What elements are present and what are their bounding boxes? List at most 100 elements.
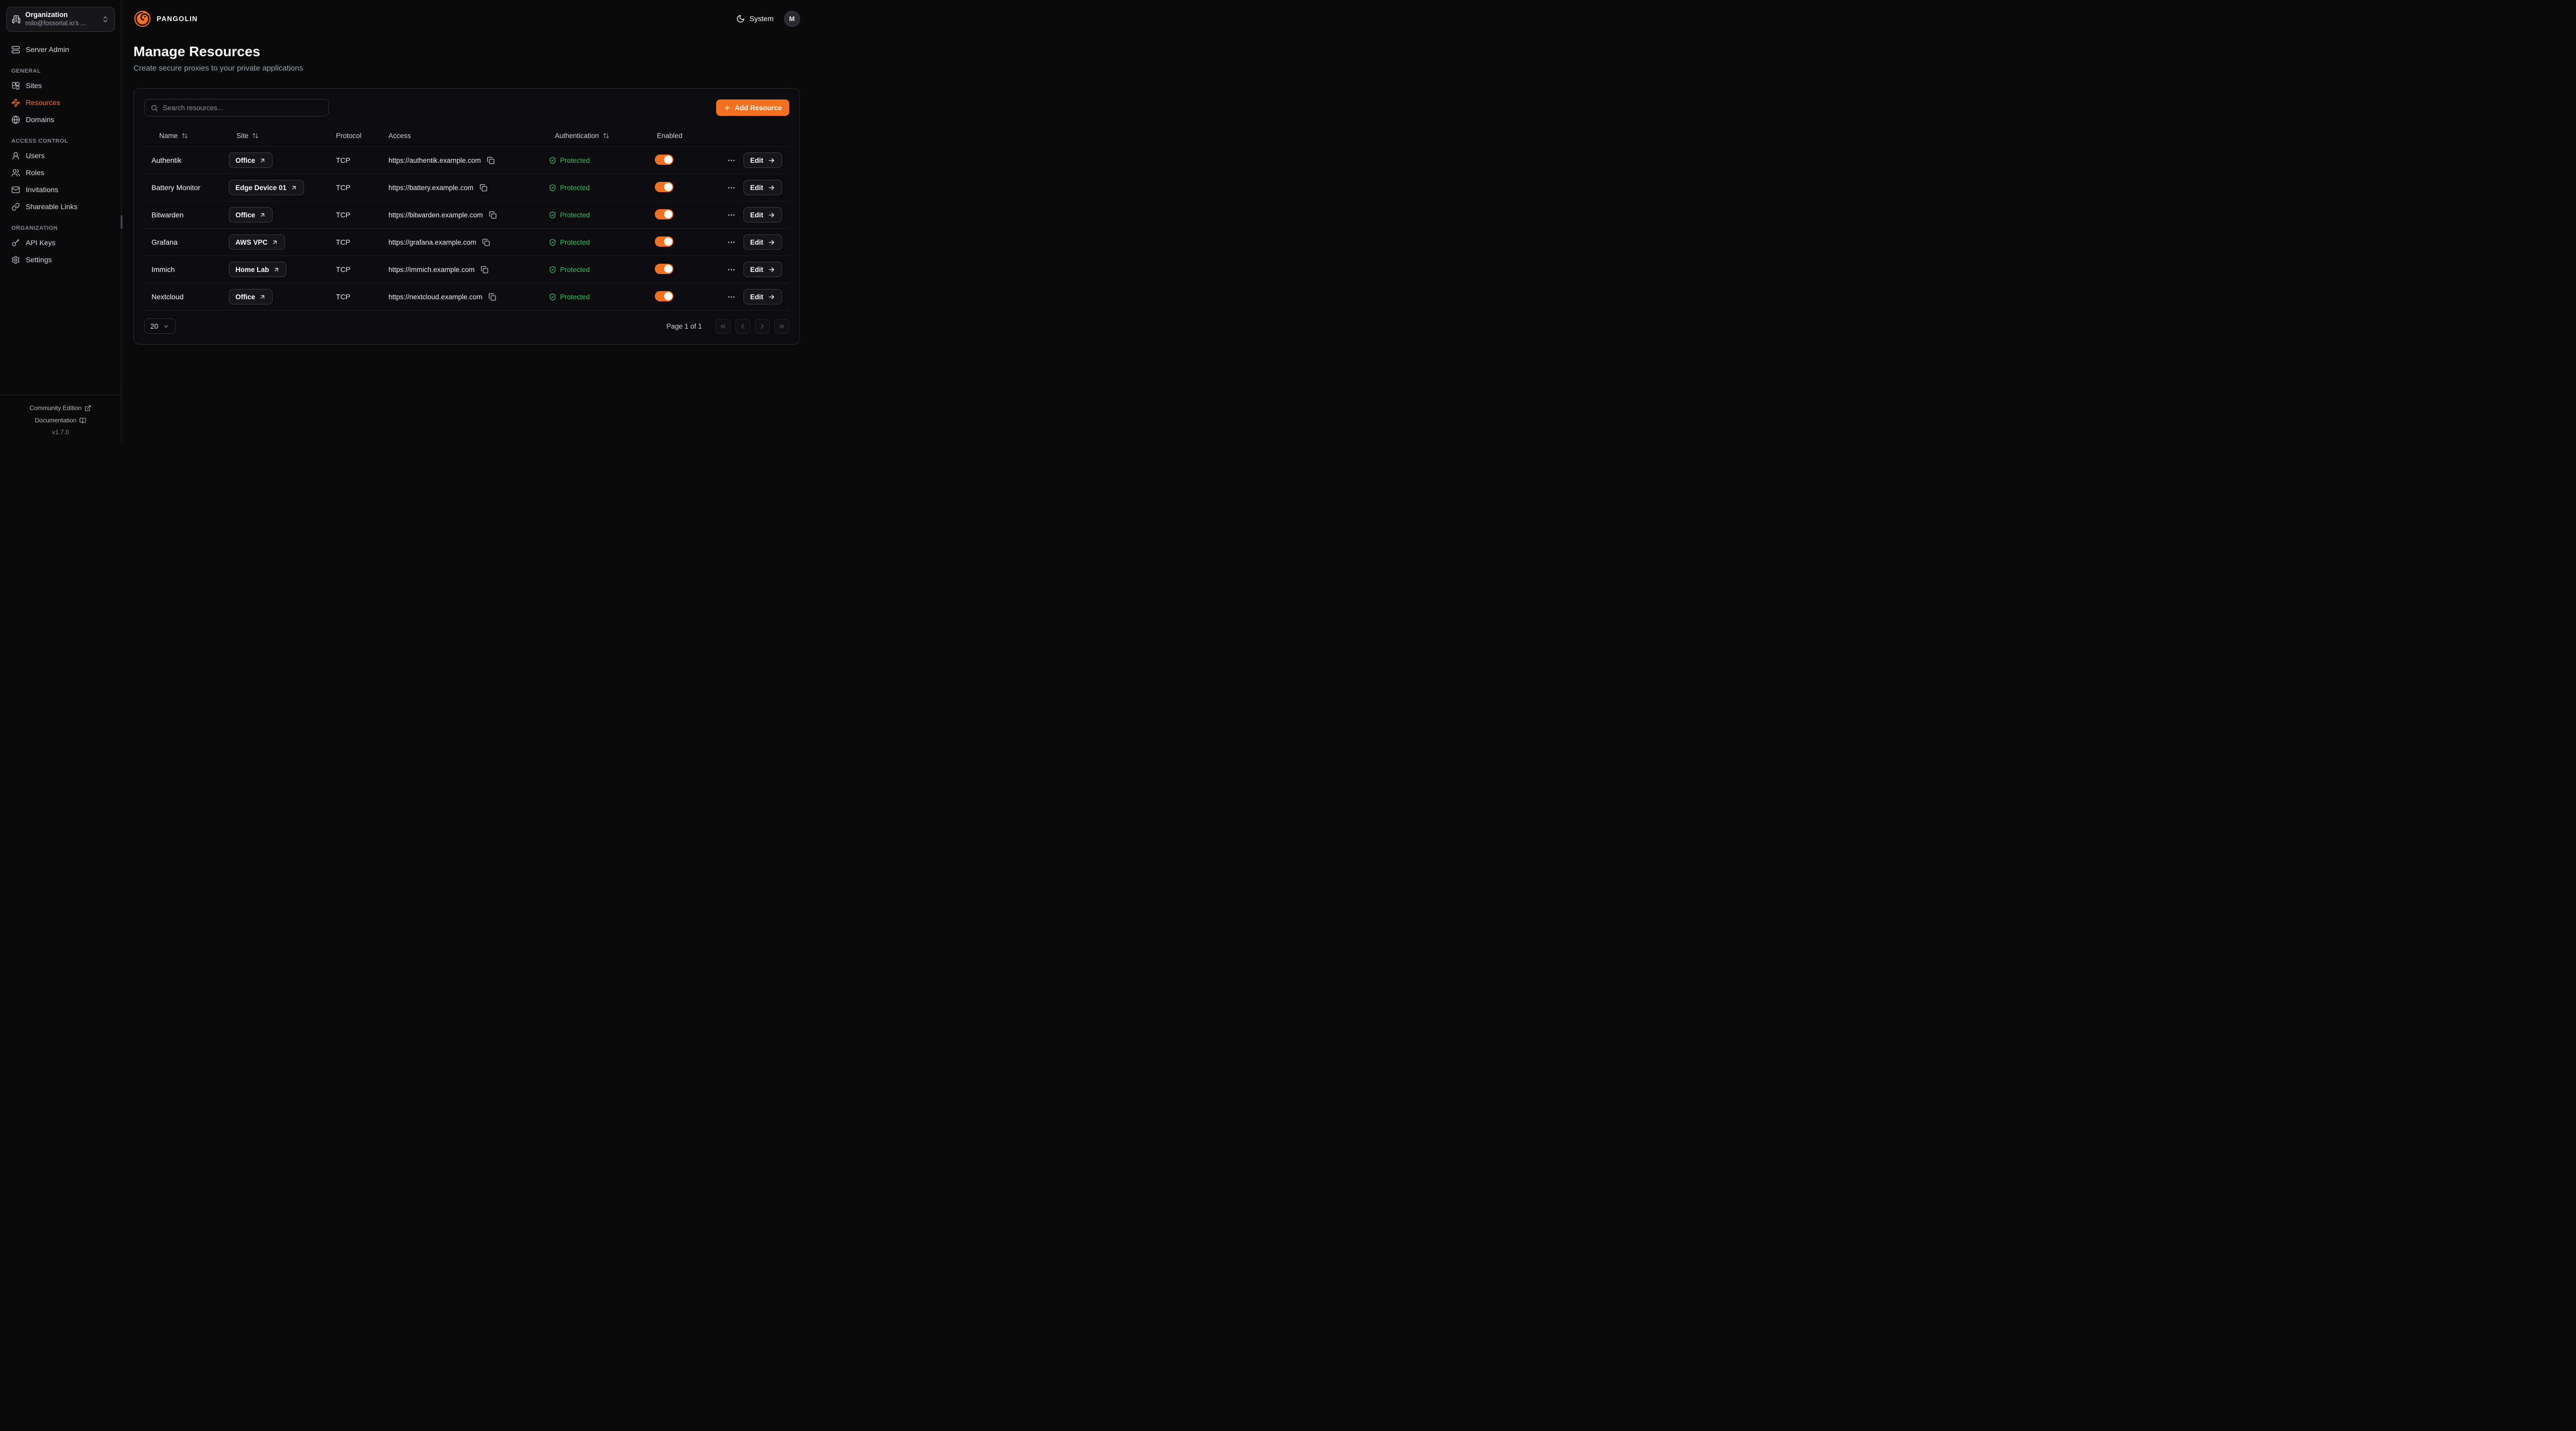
sidebar-item-shareable-links[interactable]: Shareable Links [6, 198, 115, 215]
site-link-button[interactable]: Office [229, 289, 273, 304]
copy-url-button[interactable] [488, 210, 498, 220]
resource-url: https://nextcloud.example.com [388, 293, 483, 301]
toggle-knob [664, 292, 672, 300]
auth-status-label: Protected [560, 156, 590, 164]
site-link-button[interactable]: Home Lab [229, 262, 287, 277]
community-edition-link[interactable]: Community Edition [29, 404, 92, 412]
sidebar-footer: Community Edition Documentation v1.7.0 [0, 394, 121, 442]
site-link-button[interactable]: Edge Device 01 [229, 180, 304, 195]
prev-page-button[interactable] [735, 318, 750, 334]
first-page-button[interactable] [715, 318, 731, 334]
documentation-link[interactable]: Documentation [35, 417, 87, 424]
row-menu-button[interactable] [726, 182, 737, 193]
copy-url-button[interactable] [481, 237, 491, 247]
avatar[interactable]: M [784, 10, 800, 27]
site-link-button[interactable]: Office [229, 152, 273, 168]
auth-status-label: Protected [560, 211, 590, 219]
brand-name: PANGOLIN [157, 14, 198, 23]
page-size-select[interactable]: 20 [144, 318, 176, 334]
site-link-button[interactable]: Office [229, 207, 273, 223]
auth-status: Protected [549, 266, 655, 274]
sidebar-resize-handle[interactable] [121, 215, 123, 229]
copy-url-button[interactable] [479, 183, 488, 193]
page-info: Page 1 of 1 [666, 322, 702, 330]
edit-button[interactable]: Edit [743, 289, 782, 304]
copy-icon [489, 211, 497, 219]
resource-protocol: TCP [336, 211, 350, 219]
sidebar-item-server-admin[interactable]: Server Admin [6, 41, 115, 58]
sidebar-item-label: Users [26, 151, 45, 160]
chevrons-right-icon [778, 322, 786, 330]
row-menu-button[interactable] [726, 237, 737, 248]
next-page-button[interactable] [754, 318, 770, 334]
edit-button[interactable]: Edit [743, 180, 782, 195]
resource-url: https://bitwarden.example.com [388, 211, 483, 219]
org-picker[interactable]: Organization milo@fossorial.io's ... [6, 7, 115, 32]
sort-icon[interactable] [252, 132, 259, 139]
sidebar-item-settings[interactable]: Settings [6, 251, 115, 268]
row-menu-button[interactable] [726, 210, 737, 220]
shield-check-icon [549, 184, 556, 192]
sidebar-item-roles[interactable]: Roles [6, 164, 115, 181]
resource-name: Nextcloud [151, 293, 184, 301]
server-icon [11, 45, 20, 54]
auth-status-label: Protected [560, 238, 590, 246]
sidebar-item-api-keys[interactable]: API Keys [6, 234, 115, 251]
arrow-right-icon [768, 157, 775, 164]
resource-access: https://grafana.example.com [388, 237, 549, 247]
resource-url: https://grafana.example.com [388, 238, 477, 246]
site-name: Office [235, 293, 256, 301]
edit-button[interactable]: Edit [743, 207, 782, 223]
enabled-toggle[interactable] [655, 263, 673, 274]
theme-toggle-button[interactable]: System [736, 14, 774, 23]
table-row: Bitwarden Office TCP https://bitwarden.e… [144, 201, 789, 229]
chevrons-up-down-icon [101, 15, 109, 23]
site-link-button[interactable]: AWS VPC [229, 234, 285, 250]
enabled-toggle[interactable] [655, 291, 673, 301]
more-horizontal-icon [727, 211, 736, 219]
search-input[interactable] [163, 104, 323, 112]
site-name: AWS VPC [235, 238, 268, 246]
arrow-up-right-icon [273, 266, 280, 273]
enabled-toggle[interactable] [655, 154, 673, 165]
add-resource-button[interactable]: Add Resource [716, 99, 789, 116]
row-menu-button[interactable] [726, 264, 737, 275]
row-menu-button[interactable] [726, 155, 737, 166]
row-menu-button[interactable] [726, 292, 737, 302]
community-edition-label: Community Edition [29, 404, 82, 412]
sidebar-item-domains[interactable]: Domains [6, 111, 115, 128]
copy-url-button[interactable] [480, 265, 489, 275]
sort-icon[interactable] [181, 132, 188, 139]
avatar-initial: M [789, 14, 795, 23]
copy-url-button[interactable] [487, 292, 497, 302]
sidebar-item-sites[interactable]: Sites [6, 77, 115, 94]
column-header-authentication: Authentication [549, 132, 655, 140]
table-header-row: Name Site Protocol Access Authenticati [144, 125, 789, 147]
version-label: v1.7.0 [52, 429, 69, 436]
sidebar-item-label: Shareable Links [26, 202, 78, 211]
sidebar-item-users[interactable]: Users [6, 147, 115, 164]
column-header-label: Protocol [336, 131, 362, 140]
users-icon [11, 168, 20, 177]
brand[interactable]: PANGOLIN [133, 10, 198, 28]
resource-name: Immich [151, 265, 175, 274]
gear-icon [11, 255, 20, 264]
edit-button[interactable]: Edit [743, 234, 782, 250]
auth-status-label: Protected [560, 293, 590, 301]
arrow-right-icon [768, 293, 775, 301]
sort-icon[interactable] [603, 132, 609, 139]
sidebar-item-invitations[interactable]: Invitations [6, 181, 115, 198]
enabled-toggle[interactable] [655, 236, 673, 247]
column-header-protocol: Protocol [336, 132, 388, 140]
copy-url-button[interactable] [486, 156, 496, 165]
mail-icon [11, 185, 20, 194]
enabled-toggle[interactable] [655, 209, 673, 219]
sidebar-item-resources[interactable]: Resources [6, 94, 115, 111]
edit-button[interactable]: Edit [743, 262, 782, 277]
org-label: Organization [25, 11, 68, 19]
enabled-toggle[interactable] [655, 181, 673, 192]
shield-check-icon [549, 266, 556, 274]
last-page-button[interactable] [774, 318, 789, 334]
edit-button[interactable]: Edit [743, 152, 782, 168]
resource-access: https://nextcloud.example.com [388, 292, 549, 302]
